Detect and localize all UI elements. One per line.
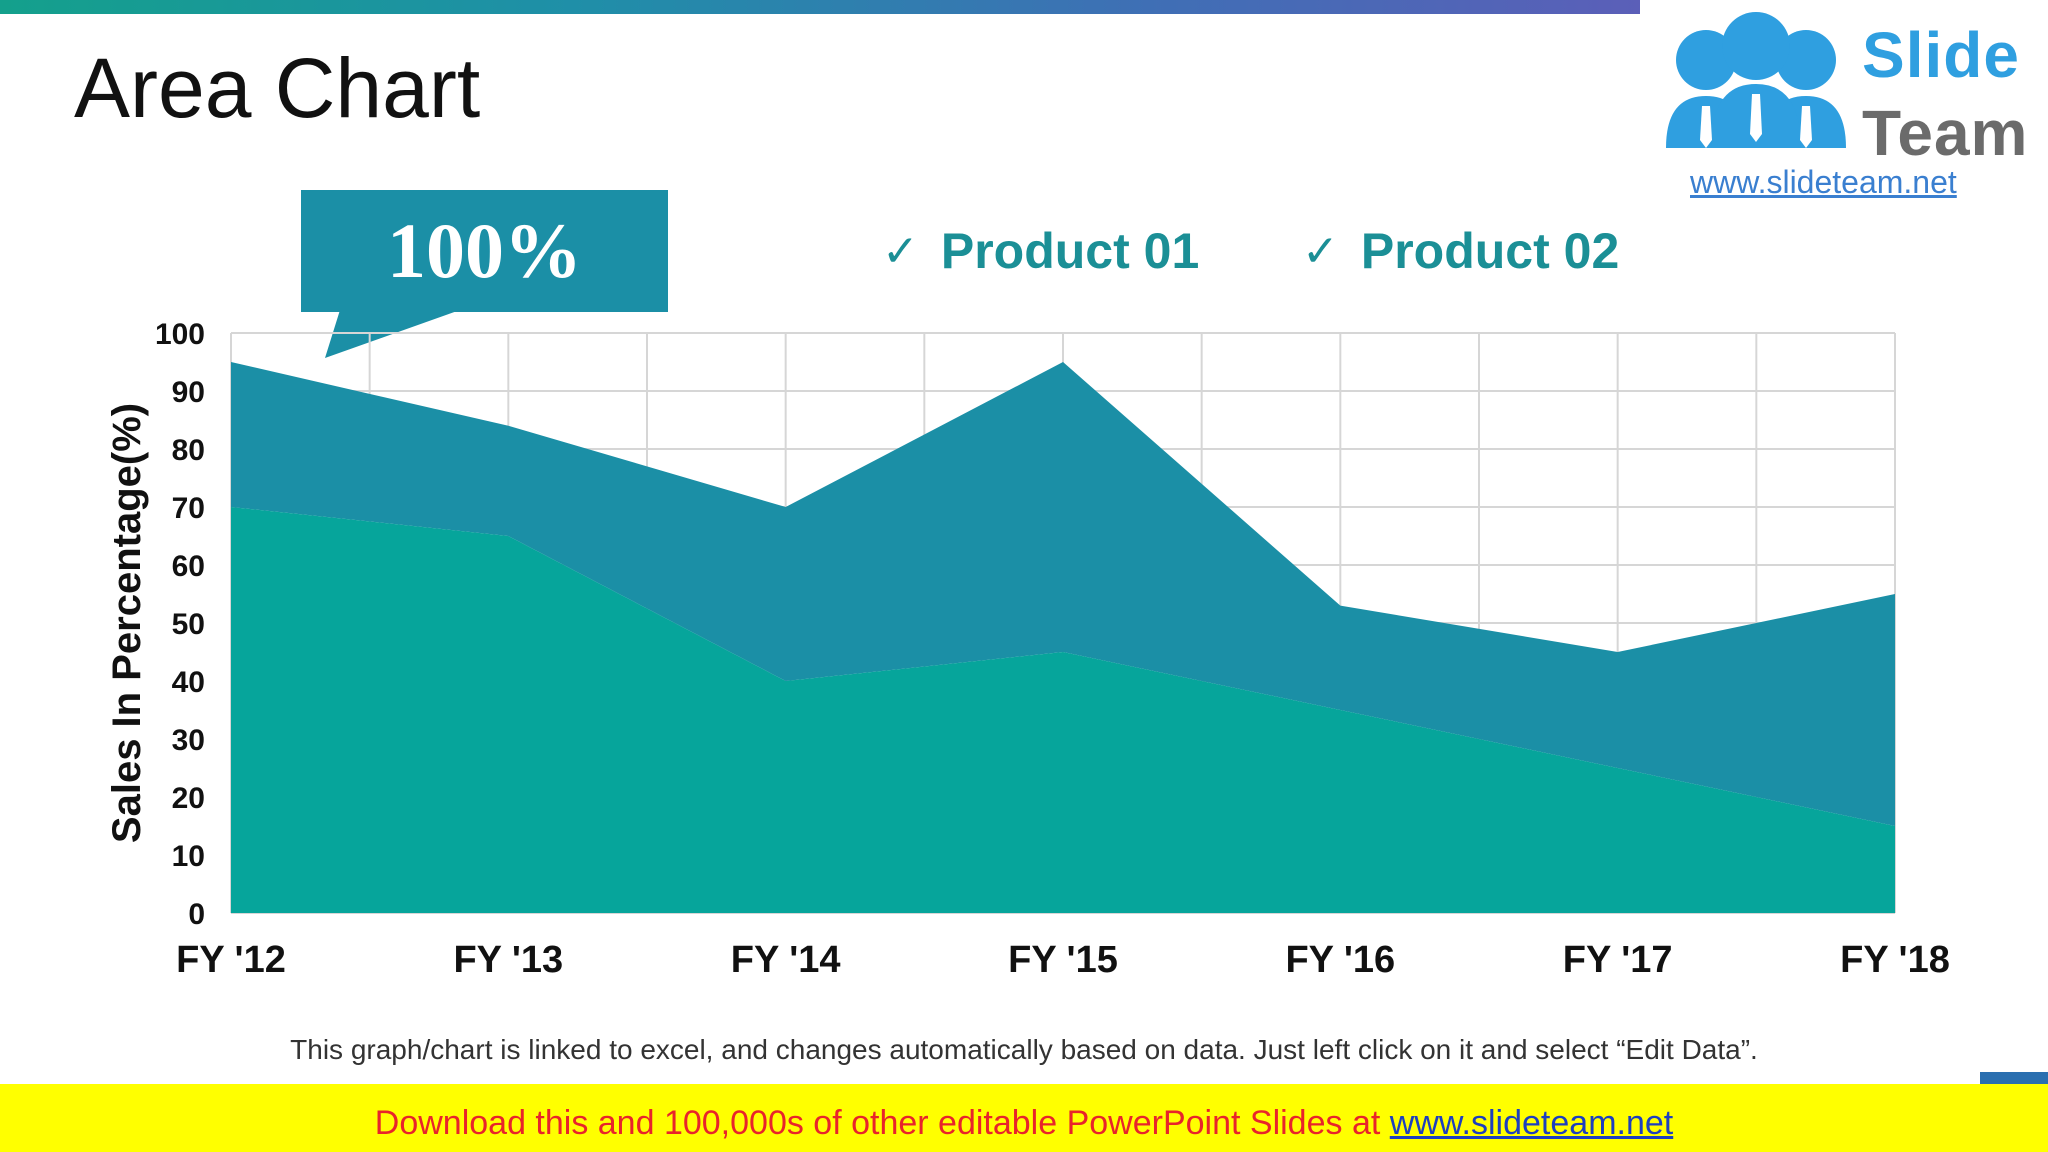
x-tick-label: FY '12 xyxy=(176,939,286,981)
y-tick-label: 40 xyxy=(172,666,205,699)
checkmark-icon: ✓ xyxy=(1302,225,1339,277)
y-axis-ticks: 0 10 20 30 40 50 60 70 80 90 100 xyxy=(155,318,205,931)
percentage-callout: 100% xyxy=(301,190,668,312)
area-series-product-01[interactable] xyxy=(231,507,1895,913)
y-tick-label: 50 xyxy=(172,608,205,641)
legend-product-01: ✓ Product 01 xyxy=(882,222,1199,280)
banner-link[interactable]: www.slideteam.net xyxy=(1389,1104,1674,1142)
x-tick-label: FY '14 xyxy=(731,939,841,981)
y-tick-label: 70 xyxy=(172,492,205,525)
y-tick-label: 30 xyxy=(172,724,205,757)
y-tick-label: 0 xyxy=(188,898,205,931)
x-tick-label: FY '18 xyxy=(1840,939,1950,981)
checkmark-icon: ✓ xyxy=(882,225,919,277)
chart-footnote: This graph/chart is linked to excel, and… xyxy=(290,1034,1758,1065)
corner-accent xyxy=(1980,1072,2048,1084)
slideteam-logo[interactable]: Slide Team www.slideteam.net xyxy=(1640,0,2048,200)
legend-product-02: ✓ Product 02 xyxy=(1302,222,1619,280)
callout-value: 100% xyxy=(387,207,582,294)
y-tick-label: 20 xyxy=(172,782,205,815)
download-banner xyxy=(0,1084,2048,1152)
logo-word-team: Team xyxy=(1862,97,2029,169)
banner-text: Download this and 100,000s of other edit… xyxy=(374,1104,1390,1142)
x-tick-label: FY '15 xyxy=(1008,939,1118,981)
x-tick-label: FY '13 xyxy=(453,939,563,981)
slide-title: Area Chart xyxy=(74,41,481,135)
logo-people-icon xyxy=(1666,12,1846,148)
legend-label-product-01: Product 01 xyxy=(940,223,1200,279)
y-tick-label: 100 xyxy=(155,318,205,351)
y-tick-label: 60 xyxy=(172,550,205,583)
logo-word-slide: Slide xyxy=(1862,19,2020,91)
y-tick-label: 80 xyxy=(172,434,205,467)
area-series-product-02[interactable] xyxy=(231,362,1895,826)
x-tick-label: FY '17 xyxy=(1563,939,1673,981)
legend-label-product-02: Product 02 xyxy=(1360,223,1620,279)
chart-areas xyxy=(231,362,1895,913)
y-tick-label: 10 xyxy=(172,840,205,873)
logo-url-link[interactable]: www.slideteam.net xyxy=(1690,164,1957,200)
x-axis-ticks: FY '12 FY '13 FY '14 FY '15 FY '16 FY '17 FY '… xyxy=(176,939,1950,981)
x-tick-label: FY '16 xyxy=(1285,939,1395,981)
y-tick-label: 90 xyxy=(172,376,205,409)
y-axis-label: Sales In Percentage(%) xyxy=(105,403,149,843)
top-accent-bar xyxy=(0,0,1640,14)
download-banner-text: Download this and 100,000s of other edit… xyxy=(0,1104,2048,1143)
